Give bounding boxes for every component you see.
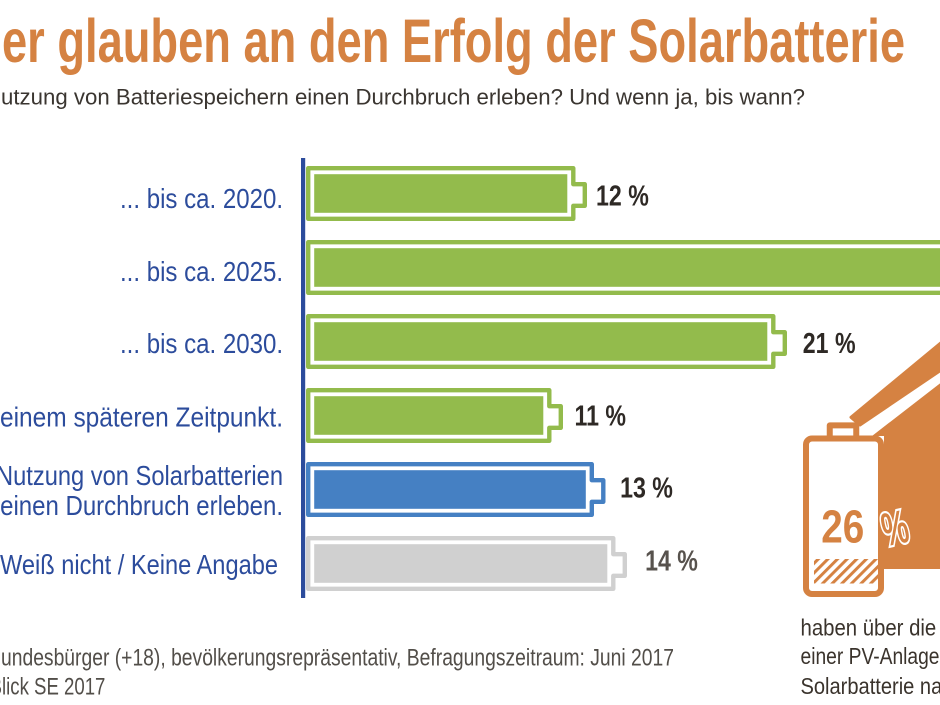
svg-text:14 %: 14 %	[645, 546, 698, 578]
svg-text:... bis ca. 2030.: ... bis ca. 2030.	[120, 328, 283, 359]
svg-text:Basis: 1.000 Bundesbürger (+18: Basis: 1.000 Bundesbürger (+18), bevölke…	[0, 645, 674, 672]
svg-text:Wird die Nutzung von Batteries: Wird die Nutzung von Batteriespeichern e…	[0, 85, 805, 110]
svg-text:wird keinen Durchbruch erleben: wird keinen Durchbruch erleben.	[0, 490, 283, 521]
svg-text:Verbraucher glauben an den Erf: Verbraucher glauben an den Erfolg der So…	[0, 7, 905, 75]
svg-text:... bis ca. 2020.: ... bis ca. 2020.	[120, 183, 283, 214]
svg-text:Die Nutzung von Solarbatterien: Die Nutzung von Solarbatterien	[0, 460, 283, 491]
svg-text:einer PV-Anlage mit: einer PV-Anlage mit	[801, 643, 940, 669]
svg-text:26: 26	[821, 501, 864, 553]
svg-text:11 %: 11 %	[575, 400, 627, 432]
svg-text:haben über die Anschaffung: haben über die Anschaffung	[801, 615, 940, 641]
svg-text:Quelle: LichtBlick SE 2017: Quelle: LichtBlick SE 2017	[0, 673, 105, 700]
svg-text:Solarbatterie nachgedacht.: Solarbatterie nachgedacht.	[801, 673, 940, 699]
svg-text:12 %: 12 %	[596, 181, 649, 213]
svg-text:... bis ca. 2025.: ... bis ca. 2025.	[120, 256, 283, 287]
svg-text:13 %: 13 %	[620, 473, 673, 505]
svg-text:... zu einem späteren Zeitpunk: ... zu einem späteren Zeitpunkt.	[0, 401, 283, 432]
svg-text:Weiß nicht / Keine Angabe: Weiß nicht / Keine Angabe	[0, 549, 278, 580]
svg-text:21 %: 21 %	[803, 328, 856, 360]
